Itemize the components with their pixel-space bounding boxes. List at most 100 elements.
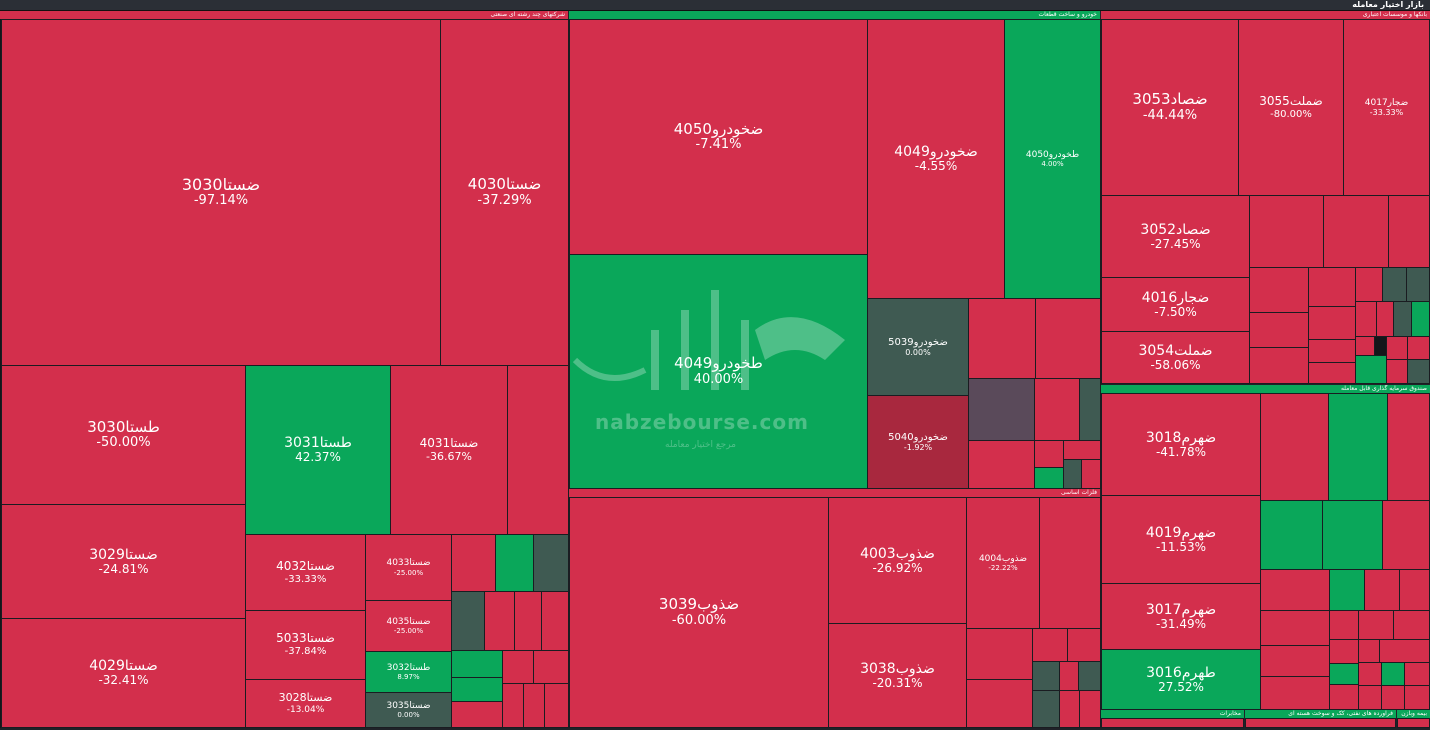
tile-small[interactable] <box>1386 359 1408 384</box>
tile-zesta4029[interactable]: ضستا4029 -32.41% <box>1 618 246 728</box>
tile-small[interactable] <box>1355 336 1375 356</box>
tile-small[interactable] <box>451 534 496 592</box>
tile-zesta3028[interactable]: ضستا3028 -13.04% <box>245 679 366 728</box>
tile-small[interactable] <box>1328 393 1388 501</box>
tile-small[interactable] <box>1063 440 1101 460</box>
tile-small[interactable] <box>968 378 1035 441</box>
tile-small[interactable] <box>1308 339 1356 363</box>
tile-small[interactable] <box>1386 336 1408 360</box>
tile-small[interactable] <box>1249 312 1309 348</box>
tile-small[interactable] <box>1393 301 1412 337</box>
tile-small[interactable] <box>1039 497 1101 629</box>
tile-small[interactable] <box>1079 378 1101 441</box>
tile-small[interactable] <box>1382 500 1430 570</box>
tile-ztejarat4016[interactable]: ضجار4016 -7.50% <box>1101 277 1250 332</box>
tile-zzob4004[interactable]: ضذوب4004 -22.22% <box>966 497 1040 629</box>
tile-zkhodro4049[interactable]: ضخودرو4049 -4.55% <box>867 19 1005 299</box>
tile-small[interactable] <box>502 650 534 684</box>
tile-zesta5033[interactable]: ضستا5033 -37.84% <box>245 610 366 680</box>
tile-zzob3038[interactable]: ضذوب3038 -20.31% <box>828 623 967 728</box>
tile-testa3030[interactable]: طستا3030 -50.00% <box>1 365 246 505</box>
tile-small[interactable] <box>1308 267 1356 307</box>
tile-small[interactable] <box>1067 628 1101 662</box>
tile-small[interactable] <box>1379 639 1430 663</box>
tile-ztejarat4017[interactable]: ضجار4017 -33.33% <box>1343 19 1430 196</box>
tile-small[interactable] <box>968 298 1036 379</box>
tile-small[interactable] <box>1260 676 1330 710</box>
tile-small[interactable] <box>1329 569 1365 611</box>
tile-zesta4032[interactable]: ضستا4032 -33.33% <box>245 534 366 611</box>
tile-tkhodro4050[interactable]: طخودرو4050 4.00% <box>1004 19 1101 299</box>
tile-small[interactable] <box>544 683 569 728</box>
tile-tahrom3016[interactable]: طهرم3016 27.52% <box>1101 649 1261 710</box>
tile-small[interactable] <box>1358 662 1382 686</box>
tile-small[interactable] <box>1329 639 1359 664</box>
tile-zesta4031[interactable]: ضستا4031 -36.67% <box>390 365 508 535</box>
tile-small[interactable] <box>1381 685 1405 710</box>
tile-testa3031[interactable]: طستا3031 42.37% <box>245 365 391 535</box>
tile-small[interactable] <box>1059 661 1079 691</box>
tile-small[interactable] <box>1358 610 1394 640</box>
tile-small[interactable] <box>451 677 503 702</box>
tile-small[interactable] <box>1079 690 1101 728</box>
tile-small[interactable] <box>1260 610 1330 646</box>
tile-small[interactable] <box>1397 718 1430 728</box>
tile-small[interactable] <box>1101 718 1244 728</box>
tile-small[interactable] <box>1059 690 1080 728</box>
tile-small[interactable] <box>502 683 524 728</box>
tile-small[interactable] <box>451 591 485 651</box>
tile-small[interactable] <box>1393 610 1430 640</box>
tile-small[interactable] <box>495 534 534 592</box>
tile-zkhodro5040[interactable]: ضخودرو5040 -1.92% <box>867 395 969 489</box>
tile-zmellat3055[interactable]: ضملت3055 -80.00% <box>1238 19 1344 196</box>
tile-small[interactable] <box>966 628 1033 680</box>
tile-zesta3035[interactable]: ضستا3035 0.00% <box>365 692 452 728</box>
tile-small[interactable] <box>1404 662 1430 686</box>
tile-small[interactable] <box>1388 195 1430 268</box>
tile-small[interactable] <box>1355 301 1377 337</box>
tile-zkhodro5039[interactable]: ضخودرو5039 0.00% <box>867 298 969 396</box>
tile-small[interactable] <box>1358 685 1382 710</box>
tile-small[interactable] <box>533 650 569 684</box>
tile-zzob4003[interactable]: ضذوب4003 -26.92% <box>828 497 967 624</box>
tile-small[interactable] <box>451 650 503 678</box>
tile-testa3032[interactable]: طستا3032 8.97% <box>365 651 452 693</box>
tile-small[interactable] <box>507 365 569 535</box>
tile-zmellat3054[interactable]: ضملت3054 -58.06% <box>1101 331 1250 384</box>
tile-small[interactable] <box>966 679 1033 728</box>
tile-zesta4033[interactable]: ضستا4033 -25.00% <box>365 534 452 601</box>
tile-small[interactable] <box>1323 195 1389 268</box>
tile-small[interactable] <box>1406 267 1430 302</box>
tile-zahrom3017[interactable]: ضهرم3017 -31.49% <box>1101 583 1261 650</box>
tile-small[interactable] <box>1034 378 1080 441</box>
tile-tkhodro4049[interactable]: طخودرو4049 40.00% <box>569 254 868 489</box>
tile-small[interactable] <box>484 591 515 651</box>
tile-small[interactable] <box>1032 661 1060 691</box>
tile-small[interactable] <box>1308 306 1356 340</box>
tile-small[interactable] <box>1411 301 1430 337</box>
tile-zesta4030[interactable]: ضستا4030 -37.29% <box>440 19 569 366</box>
tile-small[interactable] <box>533 534 569 592</box>
tile-small[interactable] <box>1249 347 1309 384</box>
tile-small[interactable] <box>1381 662 1405 686</box>
tile-small[interactable] <box>1245 718 1396 728</box>
tile-small[interactable] <box>1260 645 1330 677</box>
tile-small[interactable] <box>968 440 1035 489</box>
tile-small[interactable] <box>1382 267 1407 302</box>
tile-small[interactable] <box>1034 440 1064 468</box>
tile-small[interactable] <box>1404 685 1430 710</box>
tile-small[interactable] <box>541 591 569 651</box>
tile-small[interactable] <box>1329 663 1359 685</box>
tile-small[interactable] <box>1387 393 1430 501</box>
tile-small[interactable] <box>1063 459 1082 489</box>
tile-small[interactable] <box>1032 628 1068 662</box>
tile-small[interactable] <box>1322 500 1383 570</box>
tile-small[interactable] <box>1308 362 1356 384</box>
tile-small[interactable] <box>1034 467 1064 489</box>
tile-zahrom3018[interactable]: ضهرم3018 -41.78% <box>1101 393 1261 496</box>
tile-small[interactable] <box>514 591 542 651</box>
tile-small[interactable] <box>1078 661 1101 691</box>
tile-small[interactable] <box>1329 610 1359 640</box>
tile-small[interactable] <box>1407 359 1430 384</box>
tile-small[interactable] <box>1399 569 1430 611</box>
